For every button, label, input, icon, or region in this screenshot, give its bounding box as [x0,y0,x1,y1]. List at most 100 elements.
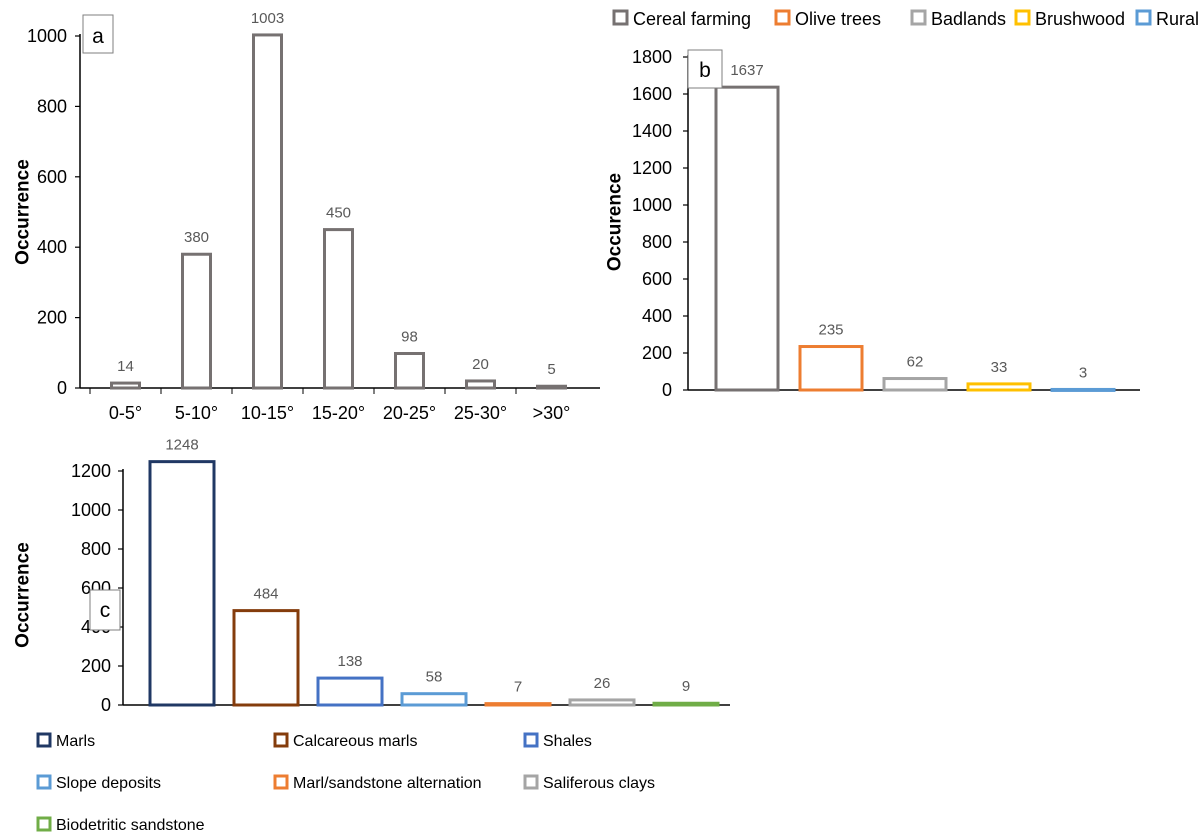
x-tick-label: 15-20° [312,403,365,423]
bar [394,352,425,390]
bar [181,252,212,390]
panel-letter-box [89,589,121,631]
data-label: 5 [547,361,555,378]
data-label: 235 [818,322,843,339]
legend-entry: Shales [543,733,592,750]
panel-letter-box [687,49,723,89]
legend-swatch [273,732,289,748]
x-tick-label: >30° [533,403,571,423]
bar [798,345,864,392]
panel-letter-box [82,14,114,54]
bar [232,609,300,707]
x-tick-label: 0-5° [109,403,142,423]
bar [465,379,496,390]
legend-swatch [612,9,629,26]
y-tick-label: 1200 [632,158,672,178]
y-tick-label: 0 [57,378,67,398]
legend-swatch [273,774,289,790]
panel-letter: a [92,25,104,48]
legend-entry: Rural [1156,9,1199,29]
x-tick-label: 20-25° [383,403,436,423]
data-label: 58 [426,669,443,686]
y-tick-label: 400 [37,237,67,257]
legend-b: Cereal farming Olive trees Badlands Brushwo… [612,9,1199,29]
legend-entry: Biodetritic sandstone [56,817,205,834]
chart-panel-b: 0 200 400 600 800 1000 1200 1400 1600 1800 Occuren… [605,9,1199,400]
bar [400,692,468,707]
y-tick-label: 0 [662,380,672,400]
legend-swatch [523,774,539,790]
bar [568,698,636,707]
legend-entry: Slope deposits [56,775,161,792]
legend-swatch [36,774,52,790]
data-label: 33 [991,359,1008,376]
bar [323,228,354,390]
bar [316,676,384,707]
y-tick-label: 600 [642,269,672,289]
data-label: 1248 [165,437,198,454]
data-label: 20 [472,356,489,373]
y-tick-label: 200 [81,656,111,676]
y-axis-label: Occurence [605,173,626,271]
data-label: 138 [337,653,362,670]
data-label: 26 [594,675,611,692]
legend-entry: Saliferous clays [543,775,655,792]
panel-letter: b [699,59,711,82]
data-label: 62 [907,354,924,371]
legend-entry: Olive trees [795,9,881,29]
y-tick-label: 800 [81,539,111,559]
bar [882,377,948,392]
legend-swatch [774,9,791,26]
data-label: 98 [401,329,418,346]
y-tick-label: 200 [37,308,67,328]
legend-swatch [1135,9,1152,26]
y-tick-label: 800 [642,232,672,252]
bar [484,702,552,707]
y-tick-label: 1000 [27,26,67,46]
legend-swatch [910,9,927,26]
x-tick-label: 25-30° [454,403,507,423]
bar [652,701,720,707]
legend-swatch [1014,9,1031,26]
data-label: 3 [1079,364,1087,381]
y-tick-label: 0 [101,695,111,715]
legend-entry: Brushwood [1035,9,1125,29]
y-tick-label: 1000 [632,195,672,215]
y-axis-label: Occurrence [13,542,34,648]
y-tick-label: 1600 [632,84,672,104]
legend-swatch [36,732,52,748]
data-label: 9 [682,678,690,695]
bar [714,85,780,392]
legend-entry: Marl/sandstone alternation [293,775,482,792]
chart-panel-c: 020040060080010001200Occurrence124848413… [13,437,730,834]
data-label: 1637 [730,62,763,79]
y-tick-label: 1000 [71,500,111,520]
legend-c: Marls Calcareous marls Shales Slope deposit… [36,732,655,834]
data-label: 380 [184,229,209,246]
legend-entry: Marls [56,733,95,750]
y-tick-label: 400 [642,306,672,326]
y-tick-label: 1200 [71,461,111,481]
bar [110,381,141,390]
y-axis-label: Occurrence [13,159,34,265]
data-label: 484 [253,586,278,603]
bar [252,33,283,390]
bar [966,382,1032,392]
bar [536,384,567,390]
y-tick-label: 200 [642,343,672,363]
y-tick-label: 800 [37,96,67,116]
legend-swatch [523,732,539,748]
y-tick-label: 600 [37,167,67,187]
x-tick-label: 5-10° [175,403,218,423]
x-tick-label: 10-15° [241,403,294,423]
y-tick-label: 1800 [632,47,672,67]
data-label: 7 [514,679,522,696]
legend-entry: Calcareous marls [293,733,417,750]
data-label: 1003 [251,10,284,27]
legend-swatch [36,816,52,832]
y-tick-label: 1400 [632,121,672,141]
data-label: 14 [117,358,134,375]
bar [1050,387,1116,392]
legend-entry: Badlands [931,9,1006,29]
